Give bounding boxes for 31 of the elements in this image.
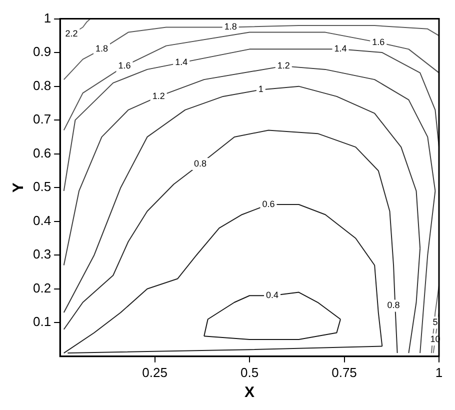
annotation: 1.6: [118, 60, 131, 71]
annotation: 2.2: [65, 28, 78, 38]
y-axis-title: Y: [10, 182, 28, 193]
annotation: 1.6: [372, 36, 385, 47]
annotation: 1.8: [95, 44, 108, 54]
y-tick-label: 0.4: [32, 212, 52, 228]
annotation: 1.8: [224, 22, 237, 32]
y-tick-label: 0.5: [32, 179, 52, 194]
annotation: 0.6: [262, 198, 275, 209]
y-tick-label: 0.7: [32, 112, 52, 127]
x-tick-label: 0.25: [142, 364, 168, 380]
annotation: 1.2: [152, 90, 165, 101]
annotation: 5: [432, 317, 438, 328]
y-tick-label: 0.8: [32, 78, 52, 93]
annotation: 1.4: [175, 57, 188, 68]
y-tick-label: 0.9: [32, 44, 52, 60]
annotation: 1.4: [334, 44, 347, 54]
annotation: 1: [258, 84, 264, 94]
annotation: 0.8: [387, 300, 400, 310]
y-tick-label: 1: [44, 10, 52, 26]
x-tick-label: 0.75: [332, 364, 357, 380]
annotation: 0.4: [266, 290, 279, 300]
y-tick-label: 0.3: [32, 246, 52, 262]
y-tick-label: 0.6: [32, 145, 52, 160]
annotation: 0.8: [194, 158, 207, 168]
y-tick-label: 0.2: [32, 280, 52, 296]
x-axis-title: X: [244, 384, 255, 402]
x-tick-label: 1: [435, 364, 443, 380]
annotation: 1.2: [277, 60, 290, 71]
y-tick-label: 0.1: [32, 314, 52, 330]
x-tick-label: 0.5: [240, 364, 259, 380]
